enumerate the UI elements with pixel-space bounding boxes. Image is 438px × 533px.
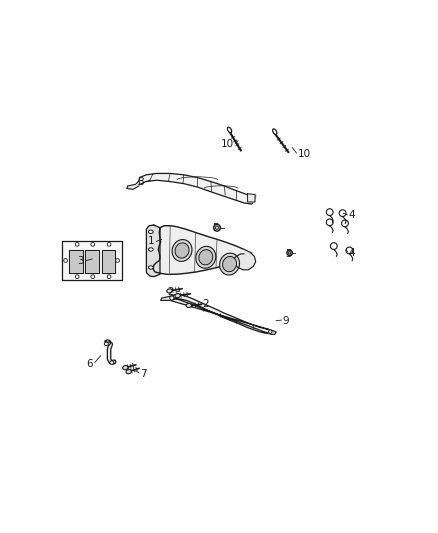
Polygon shape bbox=[105, 340, 116, 364]
Ellipse shape bbox=[107, 275, 111, 279]
Text: 1: 1 bbox=[148, 236, 155, 246]
Ellipse shape bbox=[107, 243, 111, 246]
Ellipse shape bbox=[116, 259, 120, 262]
Ellipse shape bbox=[64, 259, 67, 262]
Text: 4: 4 bbox=[348, 210, 355, 220]
Text: 4: 4 bbox=[348, 248, 355, 258]
Polygon shape bbox=[170, 295, 269, 334]
Ellipse shape bbox=[186, 303, 191, 308]
Text: 7: 7 bbox=[140, 369, 146, 379]
Text: 10: 10 bbox=[221, 139, 234, 149]
Ellipse shape bbox=[172, 239, 192, 261]
Ellipse shape bbox=[148, 266, 153, 269]
Polygon shape bbox=[85, 251, 99, 272]
Ellipse shape bbox=[175, 243, 189, 258]
Polygon shape bbox=[135, 173, 256, 204]
Ellipse shape bbox=[289, 252, 291, 254]
Ellipse shape bbox=[148, 230, 153, 233]
Text: 10: 10 bbox=[297, 149, 311, 159]
Ellipse shape bbox=[110, 361, 114, 364]
Text: 8: 8 bbox=[137, 177, 144, 187]
Polygon shape bbox=[233, 249, 256, 270]
Ellipse shape bbox=[126, 369, 131, 374]
Ellipse shape bbox=[227, 127, 232, 133]
Ellipse shape bbox=[123, 366, 128, 370]
Polygon shape bbox=[127, 184, 139, 189]
Polygon shape bbox=[146, 225, 160, 277]
Ellipse shape bbox=[199, 249, 213, 265]
Polygon shape bbox=[161, 296, 170, 301]
Text: 5: 5 bbox=[212, 223, 219, 233]
Polygon shape bbox=[269, 329, 276, 334]
Text: 3: 3 bbox=[77, 256, 84, 265]
Ellipse shape bbox=[104, 342, 108, 345]
Ellipse shape bbox=[272, 129, 277, 134]
Text: 2: 2 bbox=[202, 299, 209, 309]
Polygon shape bbox=[62, 241, 122, 280]
Ellipse shape bbox=[219, 253, 240, 275]
Text: 5: 5 bbox=[285, 249, 291, 259]
Ellipse shape bbox=[214, 224, 220, 231]
Ellipse shape bbox=[287, 250, 293, 256]
Polygon shape bbox=[102, 251, 115, 272]
Ellipse shape bbox=[91, 243, 95, 246]
Ellipse shape bbox=[75, 243, 79, 246]
Polygon shape bbox=[247, 194, 255, 202]
Ellipse shape bbox=[223, 256, 237, 272]
Text: 2: 2 bbox=[168, 287, 174, 297]
Ellipse shape bbox=[268, 330, 272, 333]
Text: 6: 6 bbox=[86, 359, 93, 368]
Ellipse shape bbox=[148, 248, 153, 251]
Ellipse shape bbox=[91, 275, 95, 279]
Ellipse shape bbox=[196, 246, 216, 268]
Ellipse shape bbox=[167, 289, 172, 293]
Text: 9: 9 bbox=[282, 316, 289, 326]
Ellipse shape bbox=[170, 296, 174, 300]
Polygon shape bbox=[69, 251, 83, 272]
Polygon shape bbox=[153, 225, 251, 274]
Ellipse shape bbox=[175, 294, 180, 298]
Ellipse shape bbox=[75, 275, 79, 279]
Ellipse shape bbox=[215, 226, 219, 229]
